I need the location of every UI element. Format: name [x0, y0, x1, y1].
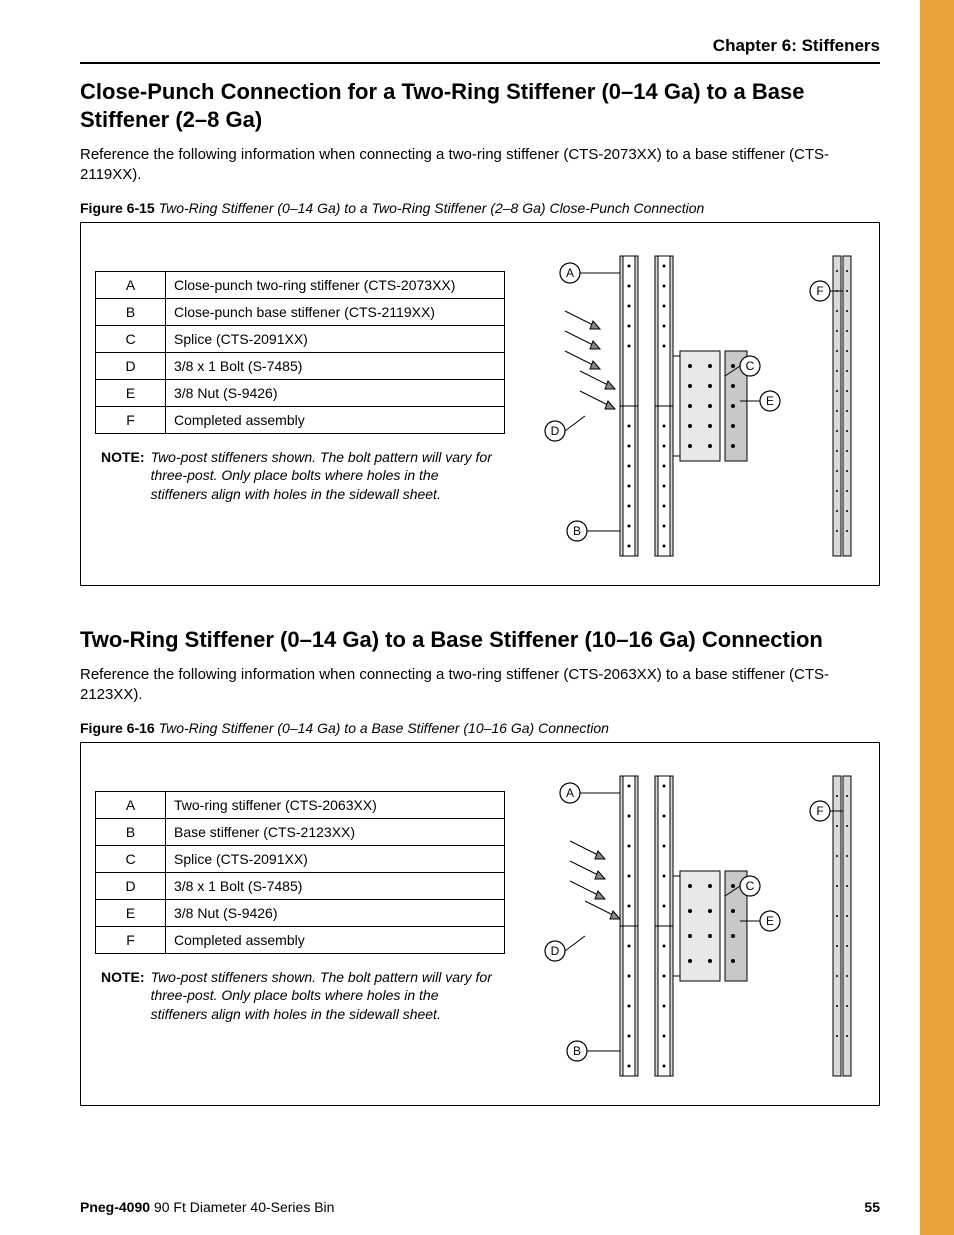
- svg-text:F: F: [816, 284, 823, 298]
- table-row: BBase stiffener (CTS-2123XX): [96, 818, 505, 845]
- figure2-note: NOTE: Two-post stiffeners shown. The bol…: [95, 968, 505, 1025]
- table-row: CSplice (CTS-2091XX): [96, 325, 505, 352]
- figure2-legend: ATwo-ring stiffener (CTS-2063XX) BBase s…: [95, 791, 505, 954]
- table-row: E3/8 Nut (S-9426): [96, 899, 505, 926]
- section1-body: Reference the following information when…: [80, 145, 880, 186]
- figure2-left: ATwo-ring stiffener (CTS-2063XX) BBase s…: [95, 761, 505, 1091]
- table-row: FCompleted assembly: [96, 406, 505, 433]
- figure2-diagram: A B C D E F: [525, 761, 865, 1091]
- figure2-caption: Figure 6-16 Two-Ring Stiffener (0–14 Ga)…: [80, 720, 880, 736]
- stiffener-diagram-svg: A B C D E F: [525, 241, 865, 571]
- page-number: 55: [864, 1199, 880, 1215]
- table-row: E3/8 Nut (S-9426): [96, 379, 505, 406]
- svg-text:A: A: [566, 786, 574, 800]
- figure1-note: NOTE: Two-post stiffeners shown. The bol…: [95, 448, 505, 505]
- chapter-header: Chapter 6: Stiffeners: [80, 36, 880, 64]
- svg-text:E: E: [766, 394, 774, 408]
- figure2-label: Figure 6-16: [80, 720, 155, 736]
- svg-text:A: A: [566, 266, 574, 280]
- orange-sidebar: [920, 0, 954, 1235]
- note-label: NOTE:: [101, 968, 145, 1025]
- table-row: CSplice (CTS-2091XX): [96, 845, 505, 872]
- svg-text:B: B: [573, 524, 581, 538]
- figure1-legend: AClose-punch two-ring stiffener (CTS-207…: [95, 271, 505, 434]
- figure1-left: AClose-punch two-ring stiffener (CTS-207…: [95, 241, 505, 571]
- section2-body: Reference the following information when…: [80, 665, 880, 706]
- note-text: Two-post stiffeners shown. The bolt patt…: [151, 448, 499, 505]
- figure2-box: ATwo-ring stiffener (CTS-2063XX) BBase s…: [80, 742, 880, 1106]
- svg-text:D: D: [551, 944, 560, 958]
- figure2-title: Two-Ring Stiffener (0–14 Ga) to a Base S…: [159, 720, 609, 736]
- figure1-title: Two-Ring Stiffener (0–14 Ga) to a Two-Ri…: [159, 200, 705, 216]
- table-row: D3/8 x 1 Bolt (S-7485): [96, 352, 505, 379]
- stiffener-diagram-svg: A B C D E F: [525, 761, 865, 1091]
- note-label: NOTE:: [101, 448, 145, 505]
- table-row: D3/8 x 1 Bolt (S-7485): [96, 872, 505, 899]
- table-row: BClose-punch base stiffener (CTS-2119XX): [96, 298, 505, 325]
- page-content: Chapter 6: Stiffeners Close-Punch Connec…: [0, 0, 920, 1235]
- figure1-box: AClose-punch two-ring stiffener (CTS-207…: [80, 222, 880, 586]
- svg-text:B: B: [573, 1044, 581, 1058]
- section2-title: Two-Ring Stiffener (0–14 Ga) to a Base S…: [80, 626, 880, 654]
- footer-doc: Pneg-4090 90 Ft Diameter 40-Series Bin: [80, 1199, 334, 1215]
- svg-text:E: E: [766, 914, 774, 928]
- figure1-caption: Figure 6-15 Two-Ring Stiffener (0–14 Ga)…: [80, 200, 880, 216]
- table-row: ATwo-ring stiffener (CTS-2063XX): [96, 791, 505, 818]
- section1-title: Close-Punch Connection for a Two-Ring St…: [80, 78, 880, 133]
- svg-text:C: C: [746, 879, 755, 893]
- note-text: Two-post stiffeners shown. The bolt patt…: [151, 968, 499, 1025]
- table-row: AClose-punch two-ring stiffener (CTS-207…: [96, 271, 505, 298]
- svg-text:D: D: [551, 424, 560, 438]
- figure1-diagram: A B C D E F: [525, 241, 865, 571]
- svg-text:C: C: [746, 359, 755, 373]
- page-footer: Pneg-4090 90 Ft Diameter 40-Series Bin 5…: [80, 1189, 880, 1215]
- table-row: FCompleted assembly: [96, 926, 505, 953]
- figure1-label: Figure 6-15: [80, 200, 155, 216]
- svg-text:F: F: [816, 804, 823, 818]
